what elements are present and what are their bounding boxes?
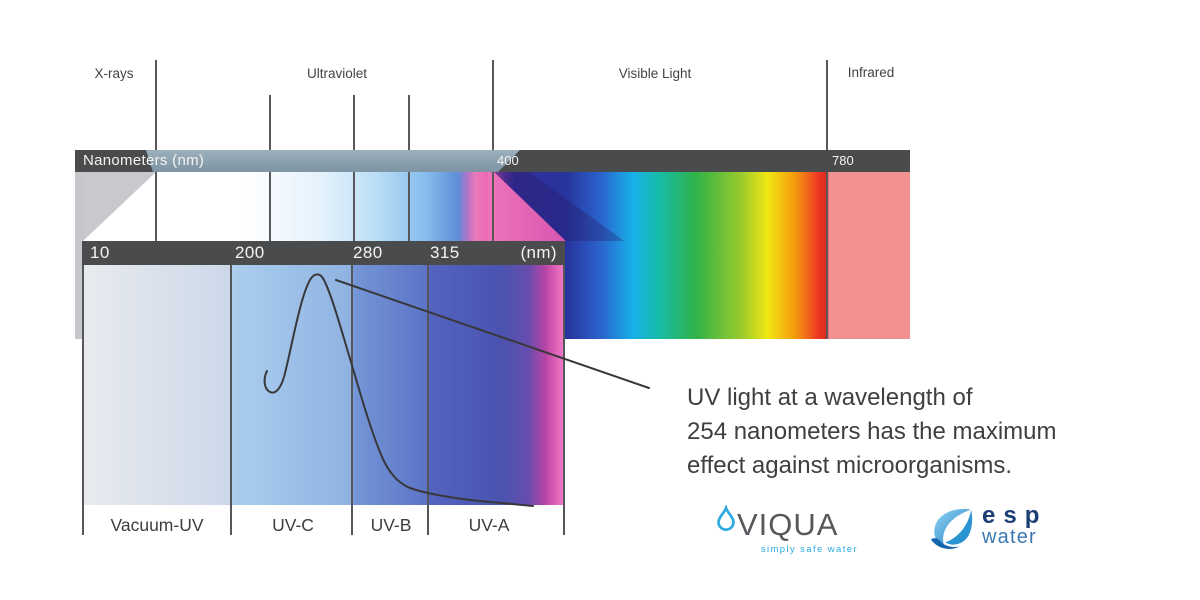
divider-200nm (230, 265, 232, 535)
region-label-visible-light: Visible Light (618, 66, 692, 81)
band-label-uv-c: UV-C (272, 515, 314, 535)
callout-line-2: 254 nanometers has the maximum (687, 418, 1057, 445)
divider-315nm (427, 265, 429, 535)
nanometers-bar-title: Nanometers (nm) (83, 152, 205, 169)
callout-text: UV light at a wavelength of 254 nanomete… (687, 381, 1057, 483)
band-label-uv-a: UV-A (468, 515, 510, 535)
xray-gray-sliver (75, 172, 83, 339)
marker-780nm: 780 (832, 153, 854, 168)
divider-400nm (563, 265, 565, 535)
nanometers-bar-uv-highlight (146, 150, 520, 172)
uv-scale-280: 280 (353, 243, 383, 262)
uv-scale-bar: 10 200 280 315 (nm) (82, 241, 565, 265)
water-drop-icon (717, 505, 735, 531)
region-label-infrared: Infrared (847, 65, 895, 80)
esp-wordmark: esp (982, 502, 1048, 529)
viqua-wordmark: VIQUA (737, 507, 839, 542)
esp-leaf-icon (930, 509, 973, 549)
divider-10nm (82, 265, 84, 535)
tick-visible-infrared-boundary-780nm (826, 60, 828, 339)
uv-scale-unit: (nm) (520, 243, 557, 262)
viqua-tagline: simply safe water (760, 544, 858, 555)
uv-scale-10: 10 (90, 243, 110, 262)
callout-line-3: effect against microorganisms. (687, 452, 1013, 479)
esp-water-logo: esp water (929, 502, 1059, 554)
viqua-logo: VIQUA simply safe water (714, 503, 860, 555)
uv-scale-315: 315 (430, 243, 460, 262)
esp-water-word: water (982, 526, 1037, 548)
uv-scale-200: 200 (235, 243, 265, 262)
divider-280nm (351, 265, 353, 535)
band-label-uv-b: UV-B (370, 515, 412, 535)
callout-line-1: UV light at a wavelength of (687, 384, 973, 411)
region-label-ultraviolet: Ultraviolet (306, 66, 368, 81)
band-label-vacuum-uv: Vacuum-UV (110, 515, 204, 535)
uv-detail-panel (82, 265, 565, 505)
region-label-xrays: X-rays (94, 66, 134, 81)
nanometers-bar: Nanometers (nm) 400 780 (75, 150, 910, 172)
marker-400nm: 400 (497, 153, 519, 168)
